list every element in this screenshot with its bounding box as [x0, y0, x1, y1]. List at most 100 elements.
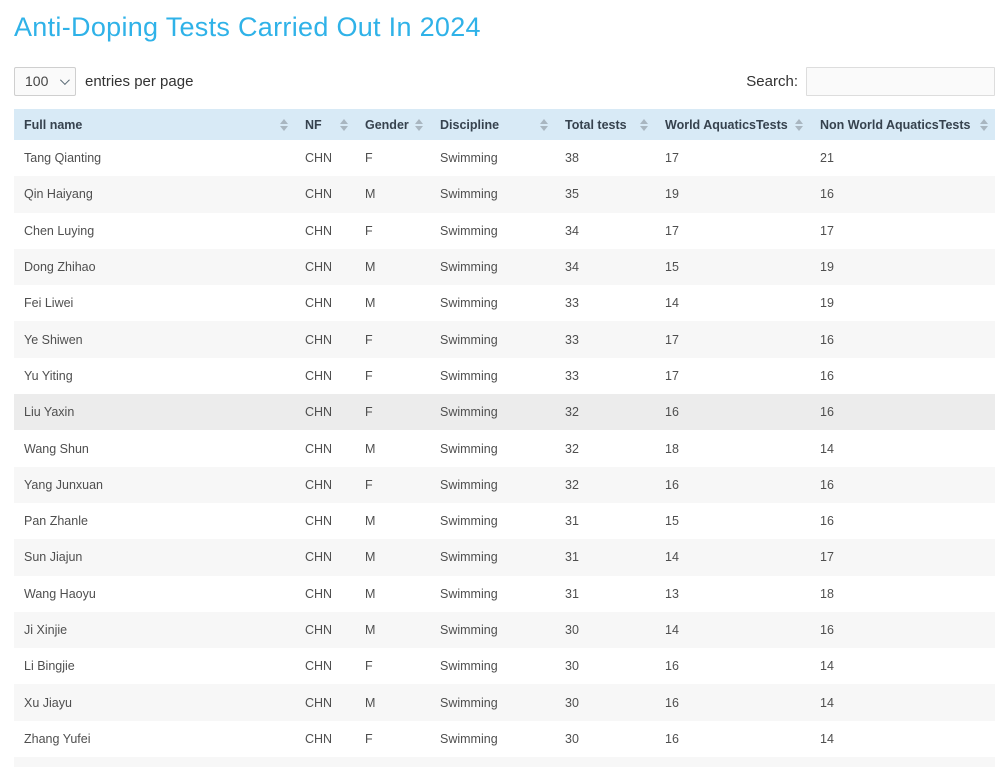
- cell-nf: CHN: [305, 659, 333, 674]
- cell-world-aquatics-tests: 17: [665, 332, 679, 347]
- cell-discipline: Swimming: [440, 695, 498, 710]
- table-body: Tang Qianting CHN F Swimming 38 17 21 Qin Haiya…: [14, 140, 995, 767]
- cell-nf: CHN: [305, 368, 333, 383]
- cell-nf: CHN: [305, 260, 333, 275]
- column-header-non-world-aquatics-tests[interactable]: Non World AquaticsTests: [810, 109, 995, 140]
- cell-full-name: Zhang Yufei: [24, 731, 91, 746]
- cell-nf: CHN: [305, 695, 333, 710]
- cell-discipline: Swimming: [440, 368, 498, 383]
- entries-per-page-value: 100: [25, 73, 49, 89]
- cell-world-aquatics-tests: 15: [665, 514, 679, 529]
- cell-non-world-aquatics-tests: 17: [820, 223, 834, 238]
- cell-non-world-aquatics-tests: 14: [820, 659, 834, 674]
- cell-non-world-aquatics-tests: 16: [820, 514, 834, 529]
- cell-gender: F: [365, 659, 373, 674]
- cell-total-tests: 38: [565, 151, 579, 166]
- cell-gender: M: [365, 586, 376, 601]
- cell-nf: CHN: [305, 332, 333, 347]
- table-row: Yu Yiting CHN F Swimming 33 17 16: [14, 357, 995, 395]
- cell-total-tests: 32: [565, 405, 579, 420]
- cell-world-aquatics-tests: 16: [665, 731, 679, 746]
- sort-icon[interactable]: [415, 118, 423, 131]
- cell-non-world-aquatics-tests: 14: [820, 441, 834, 456]
- cell-empty: [295, 757, 355, 767]
- cell-gender: M: [365, 695, 376, 710]
- cell-gender: F: [365, 332, 373, 347]
- cell-world-aquatics-tests: 16: [665, 477, 679, 492]
- cell-non-world-aquatics-tests: 16: [820, 368, 834, 383]
- sort-icon[interactable]: [980, 118, 988, 131]
- column-header-total-tests[interactable]: Total tests: [555, 109, 655, 140]
- column-header-full-name[interactable]: Full name: [14, 109, 295, 140]
- cell-total-tests: 30: [565, 659, 579, 674]
- cell-total-tests: 31: [565, 514, 579, 529]
- cell-gender: M: [365, 550, 376, 565]
- sort-icon[interactable]: [640, 118, 648, 131]
- table-row: Sun Jiajun CHN M Swimming 31 14 17: [14, 539, 995, 576]
- cell-gender: F: [365, 731, 373, 746]
- cell-gender: M: [365, 441, 376, 456]
- cell-total-tests: 33: [565, 368, 579, 383]
- cell-non-world-aquatics-tests: 14: [820, 731, 834, 746]
- table-row: Fei Liwei CHN M Swimming 33 14 19: [14, 285, 995, 322]
- column-header-world-aquatics-tests[interactable]: World AquaticsTests: [655, 109, 810, 140]
- cell-gender: M: [365, 623, 376, 637]
- cell-discipline: Swimming: [440, 187, 498, 202]
- sort-icon[interactable]: [795, 118, 803, 131]
- cell-full-name: Yang Junxuan: [24, 477, 103, 492]
- cell-full-name: Ji Xinjie: [24, 623, 68, 637]
- cell-world-aquatics-tests: 16: [665, 695, 679, 710]
- cell-discipline: Swimming: [440, 659, 498, 674]
- sort-icon[interactable]: [280, 118, 288, 131]
- cell-world-aquatics-tests: 15: [665, 260, 679, 275]
- cell-empty: [555, 757, 655, 767]
- sort-icon[interactable]: [340, 118, 348, 131]
- column-header-nf[interactable]: NF: [295, 109, 355, 140]
- chevron-down-icon: [59, 74, 70, 85]
- cell-discipline: Swimming: [440, 586, 498, 601]
- cell-full-name: Ye Shiwen: [24, 332, 83, 347]
- cell-nf: CHN: [305, 623, 333, 637]
- cell-total-tests: 31: [565, 586, 579, 601]
- cell-empty: [810, 757, 995, 767]
- column-header-label: World AquaticsTests: [665, 117, 788, 132]
- cell-empty: [14, 757, 295, 767]
- table-row: Liu Yaxin CHN F Swimming 32 16 16: [14, 394, 995, 431]
- cell-nf: CHN: [305, 586, 333, 601]
- table-row: Chen Luying CHN F Swimming 34 17 17: [14, 212, 995, 249]
- cell-nf: CHN: [305, 514, 333, 529]
- cell-non-world-aquatics-tests: 14: [820, 695, 834, 710]
- column-header-gender[interactable]: Gender: [355, 109, 430, 140]
- search-input[interactable]: [806, 66, 995, 96]
- cell-non-world-aquatics-tests: 16: [820, 332, 834, 347]
- cell-total-tests: 33: [565, 332, 579, 347]
- cell-nf: CHN: [305, 731, 333, 746]
- cell-full-name: Dong Zhihao: [24, 260, 96, 275]
- column-header-label: Full name: [24, 117, 83, 132]
- column-header-label: Gender: [365, 117, 409, 132]
- table-row: Qin Haiyang CHN M Swimming 35 19 16: [14, 176, 995, 213]
- cell-non-world-aquatics-tests: 19: [820, 296, 834, 311]
- table-row: Xu Jiayu CHN M Swimming 30 16 14: [14, 684, 995, 721]
- table-row: Ji Xinjie CHN M Swimming 30 14 16: [14, 611, 995, 649]
- cell-world-aquatics-tests: 14: [665, 623, 679, 637]
- cell-nf: CHN: [305, 405, 333, 420]
- cell-world-aquatics-tests: 14: [665, 296, 679, 311]
- sort-icon[interactable]: [540, 118, 548, 131]
- column-header-discipline[interactable]: Discipline: [430, 109, 555, 140]
- cell-full-name: Pan Zhanle: [24, 514, 88, 529]
- cell-gender: M: [365, 514, 376, 529]
- cell-world-aquatics-tests: 14: [665, 550, 679, 565]
- entries-per-page-select[interactable]: 100: [14, 66, 76, 96]
- cell-total-tests: 32: [565, 477, 579, 492]
- column-header-label: NF: [305, 117, 322, 132]
- cell-full-name: Sun Jiajun: [24, 550, 83, 565]
- cell-world-aquatics-tests: 13: [665, 586, 679, 601]
- cell-gender: F: [365, 151, 373, 166]
- table-row: Yang Junxuan CHN F Swimming 32 16 16: [14, 466, 995, 503]
- entries-per-page-control: 100 entries per page: [14, 66, 193, 96]
- table-row: Wang Haoyu CHN M Swimming 31 13 18: [14, 575, 995, 612]
- cell-discipline: Swimming: [440, 623, 498, 637]
- cell-full-name: Liu Yaxin: [24, 405, 75, 420]
